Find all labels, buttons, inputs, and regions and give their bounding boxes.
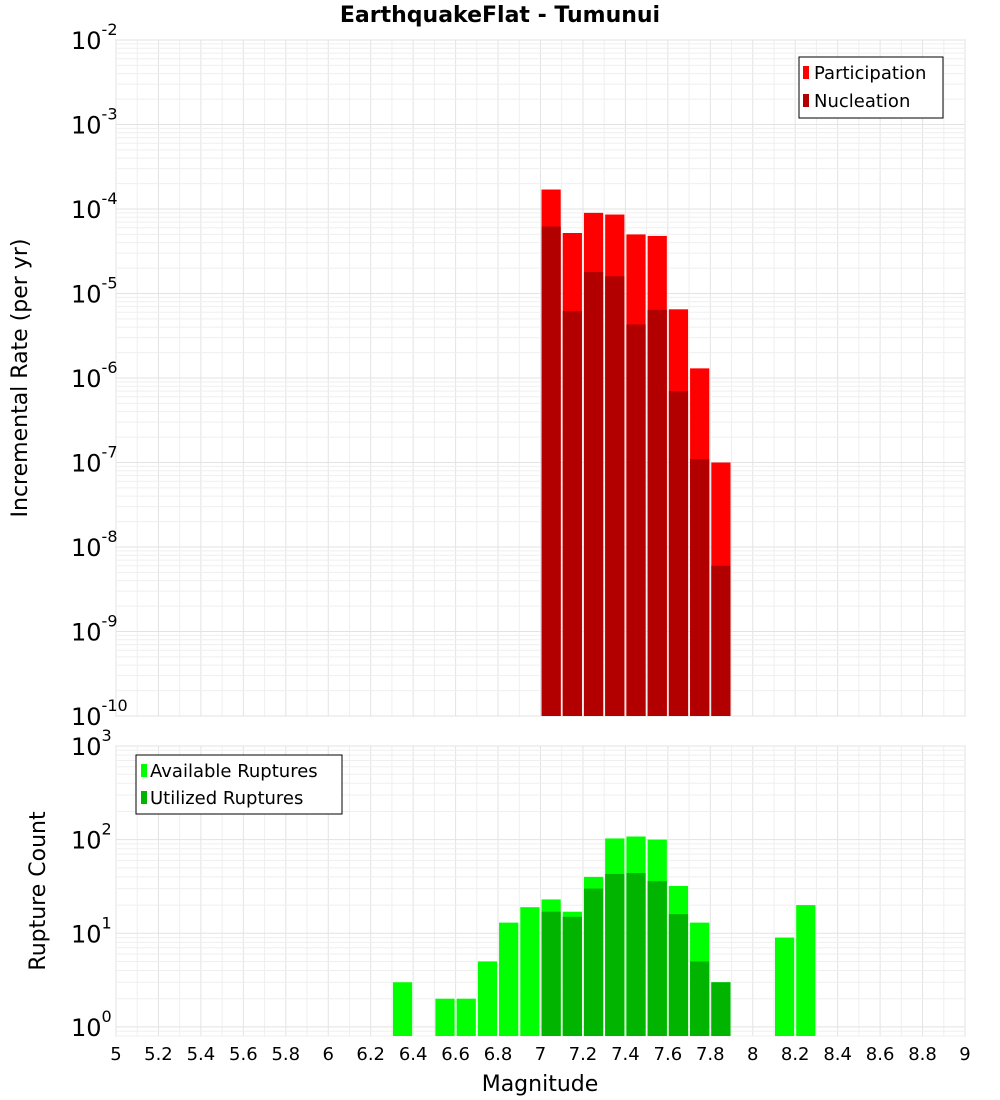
x-tick-label: 5.6 [229, 1044, 258, 1065]
x-tick-label: 6.8 [484, 1044, 513, 1065]
chart-title: EarthquakeFlat - Tumunui [340, 3, 660, 28]
available-rupture-bar [456, 998, 476, 1036]
x-tick-label: 7.2 [569, 1044, 598, 1065]
utilized-rupture-bar [541, 911, 561, 1036]
y-tick-label: 10-4 [71, 189, 118, 224]
available-rupture-bar [774, 937, 795, 1036]
y-tick-label: 10-2 [71, 20, 118, 55]
available-legend-label: Available Ruptures [150, 761, 318, 782]
utilized-rupture-bar [690, 961, 710, 1036]
x-tick-label: 5 [110, 1044, 121, 1065]
nucleation-legend-swatch [803, 94, 809, 107]
nucleation-legend-label: Nucleation [814, 91, 910, 112]
nucleation-bar [583, 271, 604, 716]
nucleation-bar [541, 226, 561, 716]
participation-legend-label: Participation [814, 63, 926, 84]
x-tick-label: 7.8 [696, 1044, 725, 1065]
participation-legend-swatch [803, 66, 809, 79]
count-y-ticks: 100 101 102 103 [71, 726, 112, 1042]
available-rupture-bar [477, 961, 498, 1036]
y-tick-label: 10-3 [71, 105, 118, 140]
available-rupture-bar [392, 982, 413, 1036]
count-bars [392, 836, 816, 1036]
nucleation-bar [690, 459, 710, 716]
available-legend-swatch [141, 764, 147, 777]
utilized-legend-swatch [141, 791, 147, 804]
nucleation-bar [626, 324, 646, 716]
x-tick-label: 6.6 [441, 1044, 470, 1065]
y-tick-label: 102 [71, 820, 112, 855]
y-tick-label: 10-10 [71, 696, 128, 731]
count-grid [115, 745, 966, 1037]
nucleation-bar [605, 276, 625, 716]
utilized-rupture-bar [562, 916, 582, 1036]
x-tick-label: 5.8 [271, 1044, 300, 1065]
count-legend-box [135, 754, 343, 815]
x-tick-label: 5.2 [144, 1044, 173, 1065]
x-tick-label: 7 [535, 1044, 546, 1065]
available-rupture-bar [796, 905, 816, 1036]
utilized-rupture-bar [605, 873, 625, 1036]
x-tick-label: 8.8 [908, 1044, 937, 1065]
x-tick-label: 5.4 [187, 1044, 216, 1065]
nucleation-bar [562, 311, 582, 716]
utilized-rupture-bar [647, 881, 667, 1036]
x-tick-label: 8.6 [866, 1044, 895, 1065]
utilized-legend-label: Utilized Ruptures [150, 788, 303, 809]
rate-legend: Participation Nucleation [798, 56, 944, 119]
x-ticks: 5 5.2 5.4 5.6 5.8 6 6.2 6.4 6.6 6.8 7 7.2 7.4 7.6 7.8 8… [110, 1044, 970, 1065]
y-tick-label: 103 [71, 726, 112, 761]
x-tick-label: 7.6 [654, 1044, 683, 1065]
utilized-rupture-bar [711, 982, 731, 1036]
utilized-rupture-bar [626, 873, 646, 1036]
nucleation-bar [668, 391, 689, 716]
y-tick-label: 10-7 [71, 443, 118, 478]
x-axis-label: Magnitude [482, 1072, 599, 1097]
x-tick-label: 6 [323, 1044, 334, 1065]
rate-legend-box [798, 56, 944, 119]
rate-bars [541, 189, 731, 717]
available-rupture-bar [520, 907, 540, 1036]
x-tick-label: 8 [747, 1044, 758, 1065]
y-tick-label: 10-9 [71, 612, 118, 647]
y-tick-label: 101 [71, 913, 112, 948]
y-tick-label: 10-8 [71, 527, 118, 562]
count-y-axis-label: Rupture Count [26, 811, 51, 971]
x-tick-label: 8.2 [781, 1044, 810, 1065]
available-rupture-bar [499, 922, 519, 1036]
nucleation-bar [711, 565, 731, 716]
utilized-rupture-bar [668, 914, 689, 1036]
nucleation-bar [647, 309, 667, 716]
utilized-rupture-bar [583, 888, 604, 1036]
x-tick-label: 9 [959, 1044, 970, 1065]
x-tick-label: 7.4 [611, 1044, 640, 1065]
rate-y-axis-label: Incremental Rate (per yr) [8, 239, 33, 518]
x-tick-label: 8.4 [823, 1044, 852, 1065]
rate-panel: 10-10 10-9 10-8 10-7 10-6 10-5 10-4 10-3 10-2 In… [8, 20, 966, 731]
available-rupture-bar [435, 998, 455, 1036]
count-legend: Available Ruptures Utilized Ruptures [135, 754, 343, 815]
x-tick-label: 6.2 [356, 1044, 385, 1065]
rate-y-ticks: 10-10 10-9 10-8 10-7 10-6 10-5 10-4 10-3 10-2 [71, 20, 128, 731]
y-tick-label: 10-6 [71, 358, 118, 393]
y-tick-label: 10-5 [71, 274, 118, 309]
x-tick-label: 6.4 [399, 1044, 428, 1065]
rate-grid [115, 39, 966, 717]
y-tick-label: 100 [71, 1007, 112, 1042]
count-panel: 100 101 102 103 Rupture Count Available Rup… [26, 726, 966, 1042]
